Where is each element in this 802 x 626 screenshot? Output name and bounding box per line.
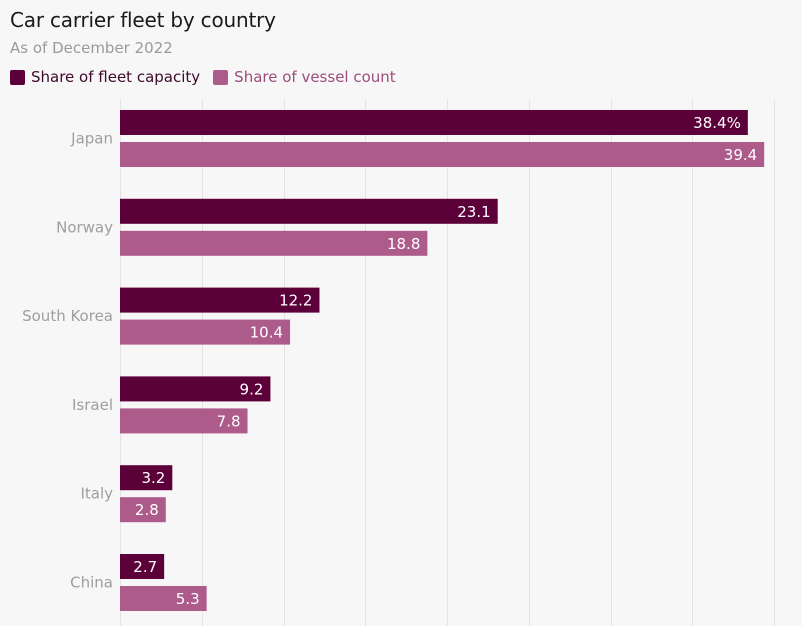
legend-item-vessel-count: Share of vessel count xyxy=(213,68,396,86)
category-label-norway: Norway xyxy=(56,218,113,236)
bar-norway-fleet-capacity xyxy=(120,198,498,224)
bar-japan-fleet-capacity xyxy=(120,110,748,135)
bar-israel-vessel-count xyxy=(120,408,248,434)
category-label-china: China xyxy=(70,574,113,592)
category-label-italy: Italy xyxy=(80,485,113,503)
bar-italy-vessel-count xyxy=(120,497,166,523)
bar-south-korea-vessel-count xyxy=(120,319,291,345)
bar-japan-vessel-count xyxy=(120,142,765,167)
bar-south-korea-fleet-capacity xyxy=(120,287,320,313)
chart-subtitle: As of December 2022 xyxy=(10,39,173,57)
bar-china-fleet-capacity xyxy=(120,554,165,579)
data-label-japan-fleet-capacity: 38.4% xyxy=(693,114,741,132)
legend-label-vessel-count: Share of vessel count xyxy=(234,68,396,86)
data-label-south-korea-fleet-capacity: 12.2 xyxy=(279,292,312,310)
data-label-israel-fleet-capacity: 9.2 xyxy=(240,380,264,398)
chart-title: Car carrier fleet by country xyxy=(10,8,276,32)
data-label-israel-vessel-count: 7.8 xyxy=(217,412,241,430)
data-label-italy-fleet-capacity: 3.2 xyxy=(141,469,165,487)
bar-china-vessel-count xyxy=(120,586,207,611)
data-label-china-vessel-count: 5.3 xyxy=(176,590,200,608)
data-label-norway-fleet-capacity: 23.1 xyxy=(457,203,490,221)
category-label-israel: Israel xyxy=(72,396,113,414)
data-label-japan-vessel-count: 39.4 xyxy=(724,146,757,164)
category-label-south-korea: South Korea xyxy=(22,307,113,325)
data-label-south-korea-vessel-count: 10.4 xyxy=(250,324,283,342)
legend-swatch-vessel-count xyxy=(213,69,229,85)
legend-swatch-fleet-capacity xyxy=(10,69,25,85)
legend-label-fleet-capacity: Share of fleet capacity xyxy=(31,68,201,86)
data-label-china-fleet-capacity: 2.7 xyxy=(133,558,157,576)
legend: Share of fleet capacity Share of vessel … xyxy=(10,68,409,86)
data-label-italy-vessel-count: 2.8 xyxy=(135,501,159,519)
data-label-norway-vessel-count: 18.8 xyxy=(387,235,420,253)
category-label-japan: Japan xyxy=(70,130,113,148)
bar-norway-vessel-count xyxy=(120,230,428,256)
bar-israel-fleet-capacity xyxy=(120,376,271,402)
legend-item-fleet-capacity: Share of fleet capacity xyxy=(10,68,200,86)
bar-italy-fleet-capacity xyxy=(120,465,173,491)
